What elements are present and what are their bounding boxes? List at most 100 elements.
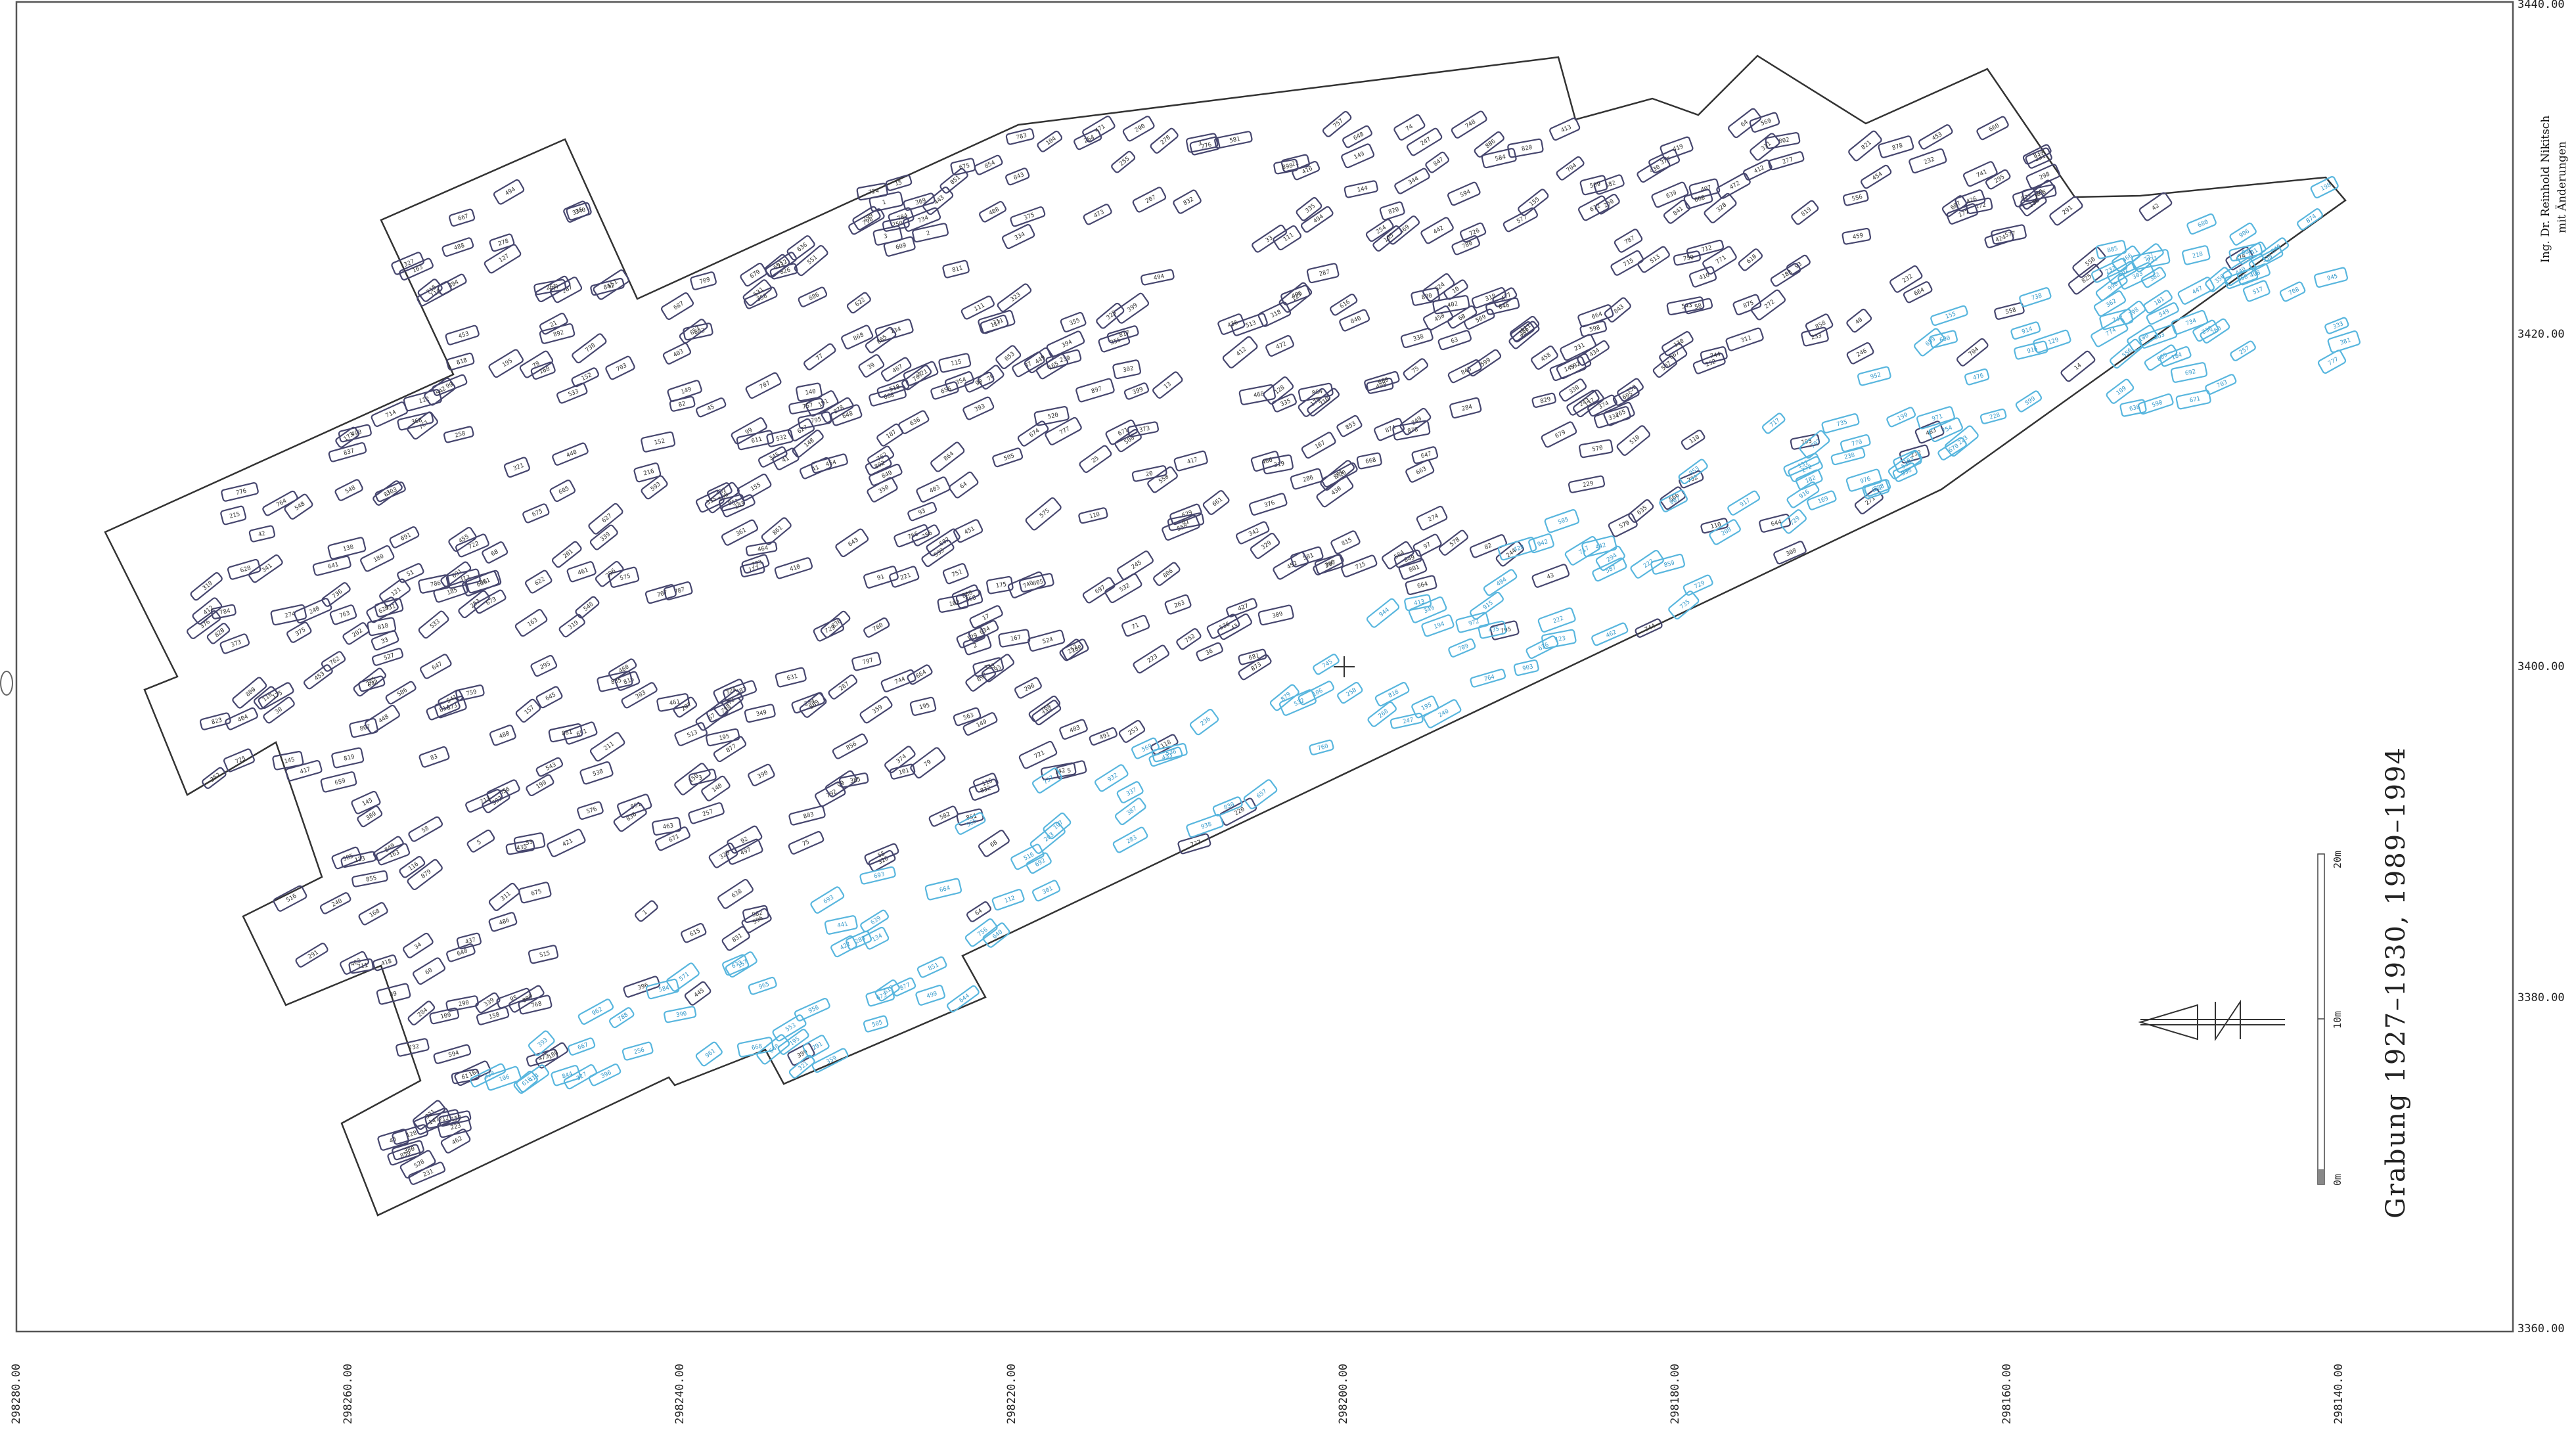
grave-number: 228 [1989,412,2000,421]
grave-outline: 163 [514,609,548,637]
grave-outline: 667 [568,1037,596,1056]
grave-number: 90 [974,378,983,388]
grave-number: 603 [694,328,706,336]
grave-outline: 819 [1791,200,1819,225]
grave-outline: 817 [1106,325,1139,344]
grave-number: 33 [380,637,390,645]
grave-outline: 931 [2131,249,2171,271]
grave-outline: 64 [1728,108,1762,139]
grave-number: 45 [706,404,715,413]
grave-number: 881 [561,729,573,738]
grave-outline: 965 [748,976,777,995]
grave-outline: 551 [593,269,630,300]
grave-number: 594 [1459,189,1472,199]
grave-number: 231 [1573,342,1586,353]
grave-number: 777 [2327,356,2339,367]
grave-outline: 800 [232,677,267,709]
grave-outline: 201 [551,541,582,568]
grave-number: 668 [751,1043,763,1052]
grave-outline: 195 [909,696,937,716]
grave-number: 687 [673,300,685,311]
grave-outline: 732 [1679,470,1704,489]
grave-outline: 155 [736,473,772,501]
grave-outline: 538 [579,761,614,785]
grave-outline: 805 [1018,573,1054,593]
grave-number: 520 [1047,412,1059,420]
grave-number: 611 [751,436,763,445]
grave-outline: 715 [1610,250,1644,276]
grave-number: 442 [1595,542,1607,551]
grave-number: 815 [1341,537,1353,547]
grave-number: 861 [479,577,491,587]
grave-number: 223 [450,1123,462,1132]
grave-number: 3 [1198,141,1202,148]
grave-outline: 738 [2019,287,2052,307]
grave-number: 897 [1091,386,1102,395]
grave-number: 584 [1495,154,1506,162]
grave-number: 751 [951,569,964,579]
grave-outline: 222 [1630,550,1664,579]
grave-number: 577 [2004,231,2016,239]
grave-number: 759 [466,689,478,698]
grave-outline: 851 [939,168,968,194]
grave-outline: 818 [446,352,475,371]
grave-number: 99 [836,780,846,789]
grave-number: 784 [897,213,909,223]
grave-outline: 368 [397,411,434,431]
scale-label-20: 20m [2332,851,2343,868]
grave-outline: 788 [608,1007,635,1029]
grave-number: 287 [1319,269,1330,278]
grave-number: 277 [1782,156,1794,166]
grave-outline: 37 [1012,351,1045,378]
grave-number: 662 [1871,485,1884,495]
grave-number: 277 [1190,840,1202,849]
grave-number: 185 [446,587,459,597]
grave-outline: 856 [832,733,869,759]
grave-outline: 261 [533,279,567,296]
grave-outline: 737 [1031,767,1063,794]
grave-number: 64 [1740,119,1750,129]
grave-outline: 569 [1464,308,1495,330]
grave-number: 261 [545,283,557,292]
grave-outline: 155 [1930,305,1968,326]
grave-number: 324 [725,686,737,696]
grave-outline: 64 [966,901,991,922]
grave-outline: 45 [696,397,727,418]
grave-outline: 881 [548,723,583,743]
grave-outline: 967 [1659,489,1688,512]
grave-outline: 488 [441,237,474,257]
grave-outline: 79 [519,350,554,378]
grave-number: 827 [2020,193,2033,203]
grave-outline: 751 [942,563,969,585]
grave-number: 152 [654,438,666,447]
grave-number: 37 [1024,361,1033,370]
grave-number: 844 [561,1071,574,1080]
grave-number: 39 [867,362,876,371]
grave-outline: 744 [880,669,916,692]
grave-outline: 878 [1878,135,1914,158]
grave-outline: 687 [660,292,694,320]
grave-number: 265 [1614,409,1627,419]
grave-outline: 605 [1612,386,1640,406]
grave-outline: 125 [1278,282,1313,313]
grave-outline: 820 [1379,201,1405,221]
grave-outline: 277 [1177,833,1211,855]
grave-number: 681 [1248,653,1260,662]
grave-outline: 914 [2010,321,2041,340]
map-frame [15,1,2514,1333]
grave-outline: 671 [2175,390,2211,410]
grave-number: 965 [758,981,771,991]
grave-number: 3 [698,774,704,782]
grave-outline: 152 [641,431,676,453]
grave-outline: 829 [1531,392,1556,408]
grave-outline: 818 [367,617,397,637]
grave-outline: 199 [526,774,554,797]
grave-outline: 393 [962,396,995,420]
grave-number: 68 [1457,313,1466,323]
grave-outline: 3 [872,225,903,246]
grave-outline: 375 [286,621,312,643]
grave-outline: 578 [1438,529,1469,556]
grave-outline: 849 [869,463,903,486]
grave-outline: 453 [445,325,480,346]
x-tick-label: 298160.00 [2000,1364,2014,1424]
